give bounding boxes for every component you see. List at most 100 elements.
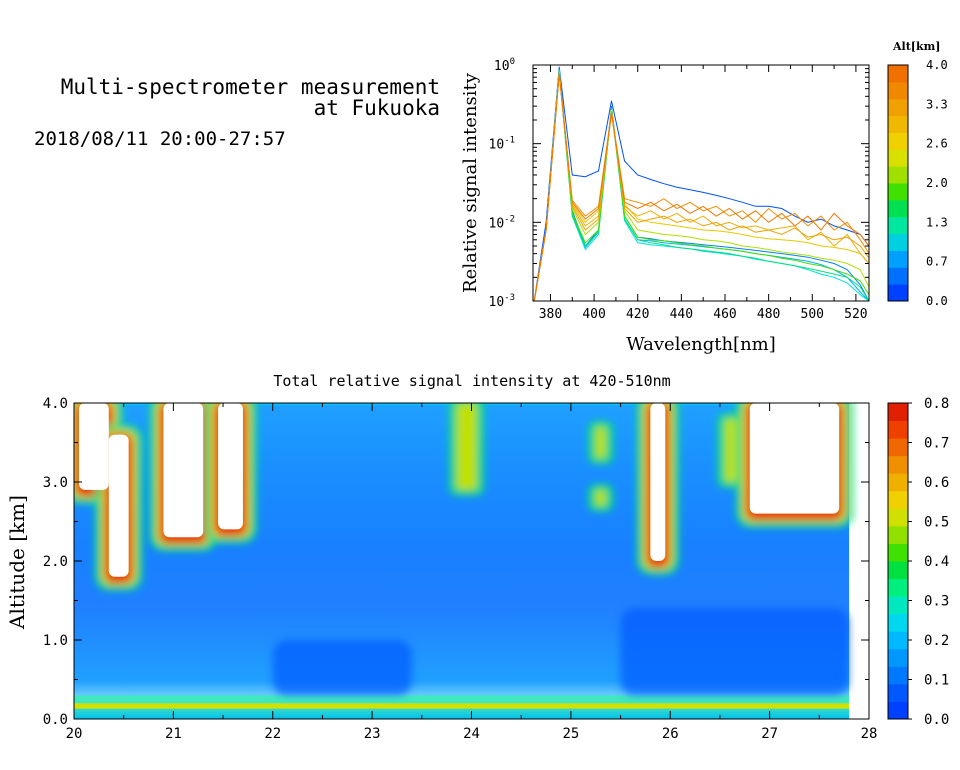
intensity-colorbar-segment: [888, 561, 908, 580]
spectrum-series-line: [533, 70, 869, 301]
heatmap-y-tick-label: 4.0: [43, 396, 68, 412]
altitude-colorbar-title: Alt[km]: [892, 40, 940, 53]
spectrum-y-tick-label: 10-1: [489, 136, 516, 153]
intensity-colorbar-segment: [888, 631, 908, 650]
heatmap-saturated-region: [163, 403, 204, 538]
spectrum-series-group: [533, 66, 869, 301]
intensity-colorbar-segment: [888, 666, 908, 685]
intensity-colorbar-segment: [888, 403, 908, 422]
altitude-colorbar-segment: [888, 166, 908, 184]
altitude-colorbar-segment: [888, 132, 908, 150]
spectrum-y-tick-base: 10: [489, 295, 505, 310]
spectrum-x-tick-label: 380: [539, 307, 562, 322]
intensity-colorbar-segment: [888, 525, 908, 544]
spectrum-y-tick-base: 10: [489, 138, 505, 153]
heatmap-x-tick-label: 26: [662, 726, 679, 742]
altitude-colorbar-label: 4.0: [926, 58, 948, 72]
spectrum-series-line: [533, 73, 869, 301]
intensity-colorbar-segment: [888, 683, 908, 702]
altitude-colorbar-segment: [888, 65, 908, 83]
spectrum-x-tick-label: 500: [801, 307, 824, 322]
spectrum-chart: 380 400 420 440 460 480 500 520 10-310-210-1100…: [460, 40, 948, 355]
figure-header: Multi-spectrometer measurement at Fukuok…: [34, 75, 440, 150]
spectrum-x-tick-label: 400: [582, 307, 605, 322]
heatmap-surface-band: [74, 703, 850, 709]
intensity-colorbar-segment: [888, 701, 908, 720]
figure-title-line1: Multi-spectrometer measurement: [61, 75, 440, 99]
heatmap-saturated-region: [218, 403, 243, 530]
intensity-colorbar-segment: [888, 490, 908, 509]
intensity-colorbar-segment: [888, 508, 908, 527]
heatmap-low-region: [620, 608, 850, 696]
intensity-colorbar-label: 0.0: [924, 712, 949, 728]
heatmap-enhanced-region: [456, 403, 477, 490]
intensity-colorbar-label: 0.6: [924, 475, 949, 491]
heatmap-x-tick-label: 21: [165, 726, 182, 742]
altitude-colorbar-segment: [888, 81, 908, 100]
heatmap-low-region: [272, 640, 412, 696]
altitude-colorbar-segment: [888, 284, 908, 302]
intensity-colorbar-segment: [888, 648, 908, 667]
heatmap-surface-band: [74, 695, 850, 704]
spectrum-x-ticks: 380 400 420 440 460 480 500 520: [539, 65, 868, 322]
altitude-colorbar: 4.0 3.3 2.6 2.0 1.3 0.7 0.0: [887, 58, 948, 308]
heatmap-x-tick-label: 22: [264, 726, 281, 742]
heatmap-enhanced-region: [595, 426, 606, 459]
heatmap-title: Total relative signal intensity at 420-5…: [273, 372, 670, 390]
spectrum-y-tick-exp: -2: [504, 214, 515, 224]
spectrum-y-tick-base: 10: [494, 59, 510, 74]
spectrum-y-axis-label: Relative signal intensity: [460, 72, 481, 293]
heatmap-x-tick-label: 28: [861, 726, 878, 742]
heatmap-saturated-region: [108, 434, 129, 577]
spectrum-y-tick-base: 10: [489, 216, 505, 231]
intensity-colorbar-segment: [888, 596, 908, 615]
spectrum-x-tick-label: 440: [670, 307, 693, 322]
altitude-colorbar-segment: [888, 98, 908, 117]
heatmap-y-tick-label: 3.0: [43, 475, 68, 491]
figure-datetime: 2018/08/11 20:00-27:57: [34, 128, 286, 150]
heatmap-saturated-region: [749, 403, 840, 514]
heatmap-x-tick-label: 27: [761, 726, 778, 742]
heatmap-x-ticks: 20 21 22 23 24 25 26 27 28: [66, 403, 878, 742]
intensity-colorbar: 0.8 0.7 0.6 0.5 0.4 0.3 0.2 0.1 0.0: [887, 396, 949, 728]
spectrum-series-line: [533, 70, 869, 301]
heatmap-enhanced-region: [595, 489, 606, 506]
heatmap-y-ticks: 0.0 1.0 2.0 3.0 4.0: [43, 396, 869, 728]
spectrum-series-line: [533, 71, 869, 301]
heatmap-chart: Total relative signal intensity at 420-5…: [5, 372, 949, 742]
spectrum-series-line: [533, 72, 869, 301]
intensity-colorbar-segment: [888, 438, 908, 457]
heatmap-y-tick-label: 2.0: [43, 554, 68, 570]
altitude-colorbar-label: 2.0: [926, 176, 948, 190]
spectrum-y-tick-exp: 0: [510, 57, 515, 67]
spectrum-series-line: [533, 68, 869, 301]
intensity-colorbar-segment: [888, 455, 908, 474]
spectrum-x-tick-label: 520: [844, 307, 867, 322]
heatmap-saturated-cores: [78, 403, 840, 577]
heatmap-x-tick-label: 25: [562, 726, 579, 742]
spectrum-x-axis-label: Wavelength[nm]: [626, 334, 776, 355]
spectrum-x-tick-label: 420: [626, 307, 649, 322]
altitude-colorbar-label: 1.3: [926, 215, 948, 229]
intensity-colorbar-label: 0.7: [924, 436, 949, 452]
altitude-colorbar-segment: [888, 233, 908, 251]
altitude-colorbar-segment: [888, 183, 908, 201]
intensity-colorbar-segment: [888, 578, 908, 597]
altitude-colorbar-frame: [887, 64, 909, 302]
spectrum-y-tick-label: 10-3: [489, 293, 516, 310]
intensity-colorbar-segment: [888, 473, 908, 492]
intensity-colorbar-label: 0.1: [924, 673, 949, 689]
intensity-colorbar-segment: [888, 420, 908, 439]
intensity-colorbar-segment: [888, 613, 908, 632]
altitude-colorbar-segment: [888, 267, 908, 285]
altitude-colorbar-segment: [888, 250, 908, 268]
intensity-colorbar-label: 0.4: [924, 554, 949, 570]
heatmap-y-tick-label: 1.0: [43, 633, 68, 649]
spectrum-plot-frame: [532, 64, 870, 302]
intensity-colorbar-segment: [888, 543, 908, 562]
heatmap-x-tick-label: 20: [66, 726, 83, 742]
altitude-colorbar-segment: [888, 199, 908, 218]
heatmap-x-tick-label: 23: [364, 726, 381, 742]
spectrum-y-tick-exp: -3: [504, 293, 515, 303]
